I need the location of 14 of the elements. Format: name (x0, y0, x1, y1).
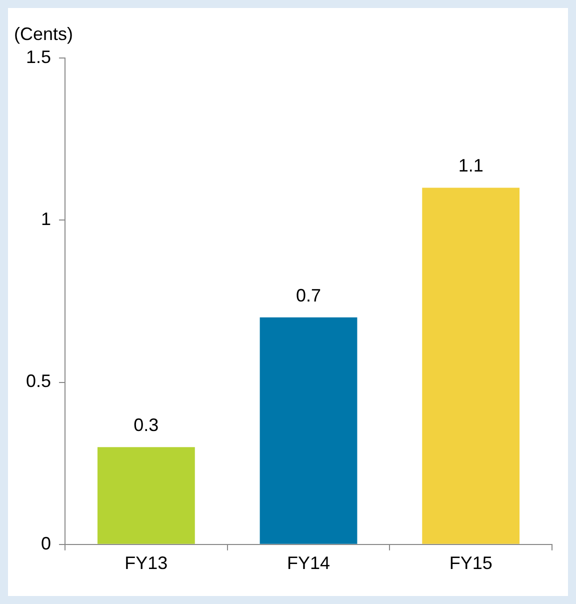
y-tick-label: 0 (41, 533, 52, 554)
data-label: 0.7 (296, 285, 322, 306)
x-tick-label: FY13 (124, 553, 168, 574)
bar (260, 317, 358, 544)
y-tick-label: 0.5 (26, 371, 52, 392)
bar (422, 188, 520, 544)
data-label: 1.1 (458, 156, 484, 176)
y-axis-title: (Cents) (14, 24, 74, 44)
data-label: 0.3 (134, 415, 159, 436)
y-tick-label: 1.5 (26, 46, 52, 67)
x-tick-label: FY14 (286, 553, 330, 574)
x-tick-label: FY15 (449, 553, 492, 574)
bar (97, 447, 195, 544)
y-tick-label: 1 (41, 209, 52, 230)
